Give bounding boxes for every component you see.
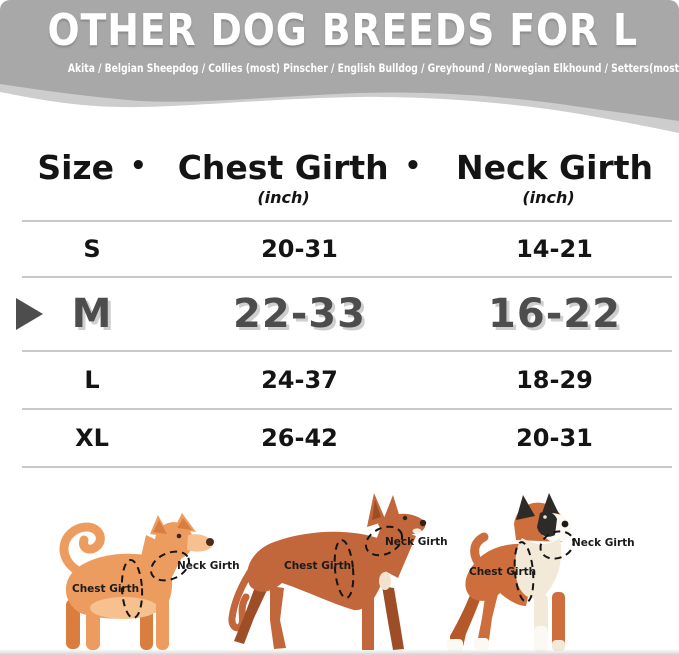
header-chest-label: Chest Girth	[177, 148, 389, 187]
dog-body	[465, 543, 532, 606]
chest-girth-label: Chest Girth	[469, 566, 536, 578]
dog-hind-paw	[447, 639, 463, 652]
size-value: M	[71, 291, 113, 337]
table-row-s: S 20-31 14-21	[22, 222, 672, 278]
dog-ear-inner	[177, 518, 192, 530]
small-dog-illustration: Chest Girth Neck Girth	[59, 513, 240, 650]
chest-girth-label: Chest Girth	[284, 560, 351, 572]
dog-chest-patch	[379, 572, 391, 590]
bottom-shadow-decoration	[0, 649, 679, 655]
header-neck-label: Neck Girth	[456, 148, 653, 187]
neck-value: 16-22	[488, 291, 621, 337]
table-header-row: Size • Chest Girth • (inch) Neck Girth (…	[22, 140, 672, 222]
neck-girth-dashed-ellipse	[149, 550, 191, 582]
dog-hind-leg	[234, 584, 268, 644]
neck-girth-label: Neck Girth	[177, 560, 240, 572]
dog-tail	[470, 532, 489, 567]
table-row-m-highlighted: M 22-33 16-22	[16, 278, 672, 352]
chest-value: 20-31	[261, 235, 338, 263]
banner-wave-decoration	[0, 82, 679, 133]
dog-front-sock	[534, 626, 548, 652]
dog-hind-leg	[66, 599, 80, 649]
dog-ear	[541, 493, 559, 516]
dog-body	[247, 531, 392, 611]
dog-eye	[543, 515, 547, 519]
dog-hind-paw	[474, 638, 489, 650]
dog-eye	[402, 515, 408, 521]
dog-nose	[419, 519, 427, 527]
header-size-label: Size	[37, 148, 115, 187]
dog-nose	[561, 520, 569, 528]
boxer-dog-illustration: Chest Girth Neck Girth	[447, 493, 635, 652]
chest-unit-label: (inch)	[257, 188, 310, 207]
dog-front-leg	[382, 586, 404, 650]
header-size: Size •	[22, 140, 162, 220]
dog-nose	[206, 538, 214, 546]
table-row-l: L 24-37 18-29	[22, 352, 672, 410]
neck-girth-label: Neck Girth	[385, 536, 448, 548]
size-chart-table: Size • Chest Girth • (inch) Neck Girth (…	[16, 140, 672, 468]
neck-girth-label: Neck Girth	[572, 537, 635, 549]
bullet-separator: •	[404, 150, 422, 181]
dog-ear	[516, 495, 535, 520]
size-value: XL	[75, 424, 109, 452]
dog-chin-patch	[412, 528, 422, 534]
chest-girth-label: Chest Girth	[72, 583, 139, 595]
dog-front-leg	[362, 588, 374, 650]
size-value: L	[84, 366, 100, 394]
dog-eye	[176, 533, 182, 539]
chest-value: 22-33	[233, 291, 366, 337]
banner-background	[0, 0, 679, 83]
dog-tail	[59, 522, 105, 576]
dog-face-mask	[537, 511, 557, 537]
chest-value: 26-42	[261, 424, 338, 452]
neck-value: 18-29	[516, 366, 593, 394]
dog-hind-leg	[270, 586, 286, 649]
dog-tail	[228, 562, 258, 632]
dog-hind-leg	[476, 590, 498, 648]
neck-girth-dashed-ellipse	[364, 525, 404, 557]
chest-value: 24-37	[261, 366, 338, 394]
breed-list-subtitle: Akita / Belgian Sheepdog / Collies (most…	[67, 61, 679, 75]
dog-hind-leg	[450, 584, 482, 651]
dog-snout	[187, 534, 213, 552]
size-value: S	[83, 235, 101, 263]
dog-front-paw	[552, 640, 565, 651]
page-title: OTHER DOG BREEDS FOR L	[47, 5, 639, 56]
header-neck-girth: Neck Girth (inch)	[437, 140, 672, 220]
dog-chest-bib	[515, 538, 562, 599]
bullet-separator: •	[130, 150, 147, 181]
neck-unit-label: (inch)	[522, 188, 575, 207]
hound-dog-illustration: Chest Girth Neck Girth	[228, 493, 448, 650]
dog-ear-inner	[153, 520, 167, 534]
dog-front-leg	[552, 592, 565, 650]
wave-main-shape	[0, 82, 679, 121]
selected-row-arrow-icon	[16, 298, 43, 330]
dog-ear-inner	[372, 500, 381, 520]
neck-girth-dashed-ellipse	[539, 530, 575, 560]
neck-value: 20-31	[516, 424, 593, 452]
dog-front-leg	[156, 597, 169, 650]
header-chest-girth: Chest Girth • (inch)	[162, 140, 437, 220]
neck-value: 14-21	[516, 235, 593, 263]
table-row-xl: XL 26-42 20-31	[22, 410, 672, 468]
